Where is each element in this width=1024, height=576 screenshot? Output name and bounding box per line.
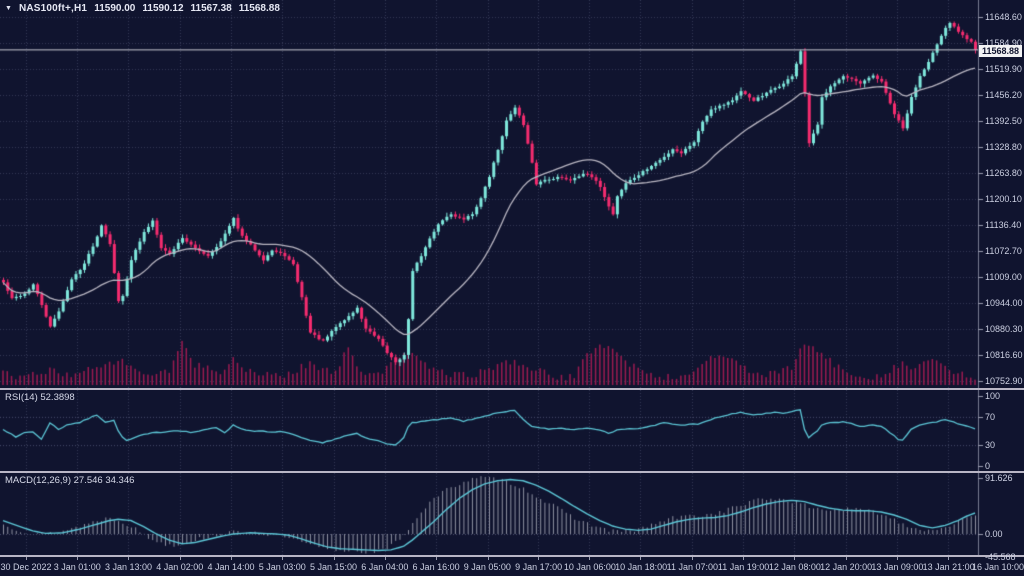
time-axis-tick: [334, 557, 335, 560]
time-axis-tick: [231, 557, 232, 560]
rsi-panel-label: RSI(14) 52.3898: [5, 392, 75, 403]
price-axis-label: 11136.40: [985, 220, 1022, 230]
quote-close: 11568.88: [238, 3, 280, 14]
time-axis-tick: [26, 557, 27, 560]
time-axis-label: 10 Jan 06:00: [563, 562, 616, 572]
time-axis-label: 5 Jan 03:00: [258, 562, 306, 572]
rsi-axis-label: 30: [985, 440, 996, 450]
time-axis-label: 9 Jan 05:00: [463, 562, 511, 572]
price-axis-label: 11456.20: [985, 90, 1022, 100]
rsi-axis-label: 100: [985, 391, 1001, 401]
price-axis-label: 11263.80: [985, 168, 1022, 178]
price-axis-label: 11519.90: [985, 64, 1022, 74]
panel-separator[interactable]: [0, 471, 1024, 473]
price-axis-label: 10880.30: [985, 324, 1023, 334]
time-axis-tick: [436, 557, 437, 560]
quote-open: 11590.00: [94, 3, 136, 14]
price-axis-label: 11648.60: [985, 12, 1022, 22]
symbol-period-label: NAS100ft+,H1: [18, 3, 88, 14]
time-axis-tick: [743, 557, 744, 560]
time-axis-separator: [0, 555, 1024, 557]
time-axis-tick: [282, 557, 283, 560]
price-axis-label: 11584.90: [985, 38, 1022, 48]
time-axis-tick: [897, 557, 898, 560]
time-axis-label: 11 Jan 07:00: [666, 562, 719, 572]
time-axis-label: 10 Jan 18:00: [615, 562, 668, 572]
quote-high: 11590.12: [142, 3, 184, 14]
time-axis-tick: [794, 557, 795, 560]
time-axis-label: 4 Jan 14:00: [207, 562, 255, 572]
time-axis-tick: [77, 557, 78, 560]
time-axis-tick: [640, 557, 641, 560]
time-axis-tick: [538, 557, 539, 560]
price-axis-label: 10752.90: [985, 376, 1023, 386]
time-axis-label: 6 Jan 16:00: [412, 562, 460, 572]
time-axis-tick: [488, 557, 489, 560]
collapse-arrow-icon[interactable]: ▼: [5, 5, 12, 12]
time-axis-tick: [128, 557, 129, 560]
time-axis-label: 16 Jan 10:00: [971, 562, 1024, 572]
price-axis-label: 11072.70: [985, 246, 1022, 256]
time-axis-label: 30 Dec 2022: [0, 562, 52, 572]
time-axis-tick: [948, 557, 949, 560]
time-axis-tick: [692, 557, 693, 560]
panel-separator[interactable]: [0, 388, 1024, 390]
rsi-indicator-canvas[interactable]: [0, 390, 1024, 471]
time-axis-label: 3 Jan 13:00: [104, 562, 153, 572]
time-axis-tick: [385, 557, 386, 560]
price-axis-label: 10944.00: [985, 298, 1023, 308]
price-axis-label: 11328.80: [985, 142, 1022, 152]
price-axis-label: 11392.50: [985, 116, 1022, 126]
time-axis-label: 13 Jan 21:00: [922, 562, 975, 572]
rsi-axis-label: 0: [985, 461, 991, 471]
rsi-axis-label: 70: [985, 412, 996, 422]
time-axis-label: 12 Jan 08:00: [768, 562, 821, 572]
time-axis-label: 3 Jan 01:00: [53, 562, 101, 572]
macd-axis-label: 0.00: [985, 529, 1003, 539]
price-axis-label: 11009.00: [985, 272, 1022, 282]
time-axis-label: 4 Jan 02:00: [156, 562, 204, 572]
time-axis-label: 11 Jan 19:00: [717, 562, 770, 572]
quote-low: 11567.38: [190, 3, 232, 14]
macd-axis-label: 91.626: [985, 473, 1013, 483]
time-axis-tick: [180, 557, 181, 560]
current-price-tag: 11568.88: [979, 45, 1023, 57]
time-axis-label: 5 Jan 15:00: [310, 562, 358, 572]
time-axis-tick: [846, 557, 847, 560]
time-axis-tick: [589, 557, 590, 560]
macd-indicator-canvas[interactable]: [0, 473, 1024, 556]
price-axis-label: 10816.60: [985, 350, 1023, 360]
macd-axis-label: -45.568: [985, 552, 1016, 562]
chart-header: ▼ NAS100ft+,H1 11590.00 11590.12 11567.3…: [5, 3, 280, 14]
main-price-chart-canvas[interactable]: [0, 0, 1024, 388]
macd-panel-label: MACD(12,26,9) 27.546 34.346: [5, 475, 135, 486]
time-axis-label: 13 Jan 09:00: [871, 562, 924, 572]
price-axis-label: 11200.10: [985, 194, 1022, 204]
time-axis-label: 12 Jan 20:00: [820, 562, 873, 572]
time-axis-label: 6 Jan 04:00: [361, 562, 409, 572]
time-axis-label: 9 Jan 17:00: [515, 562, 563, 572]
